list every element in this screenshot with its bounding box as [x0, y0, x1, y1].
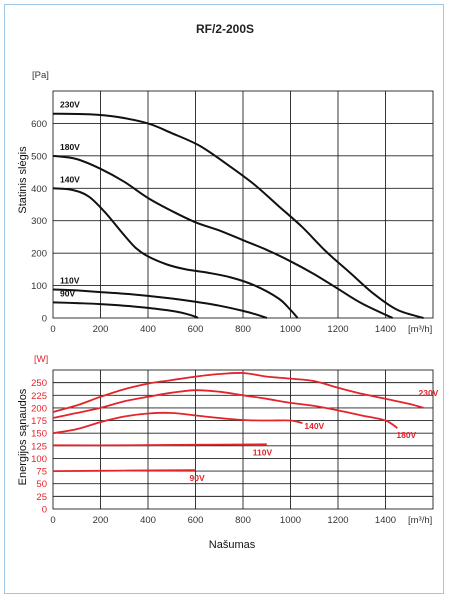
y-tick-label: 50	[36, 479, 47, 490]
chart-title: RF/2-200S	[196, 22, 254, 36]
y-tick-label: 225	[31, 391, 47, 402]
series-line-180v	[52, 389, 398, 429]
series-line-230v	[52, 372, 424, 413]
series-label-90v: 90V	[190, 473, 205, 483]
series-line-90v	[52, 469, 196, 472]
x-tick-label: 600	[188, 515, 204, 526]
y-tick-label: 400	[31, 184, 47, 195]
series-label-180v: 180V	[60, 142, 80, 152]
bottom-x-axis-title: Našumas	[209, 539, 256, 551]
x-tick-label: 1000	[280, 324, 301, 335]
bottom-y-unit: [W]	[34, 354, 48, 365]
x-tick-label: 1400	[375, 515, 396, 526]
top-x-unit: [m³/h]	[408, 324, 432, 335]
y-tick-label: 600	[31, 119, 47, 130]
series-label-110v: 110V	[60, 275, 80, 285]
series-label-230v: 230V	[419, 388, 439, 398]
y-tick-label: 25	[36, 492, 47, 503]
pressure-chart: 0 200 400 600 800 1000 1200 1400 0 100 200 300 400 50…	[31, 90, 434, 335]
series-label-180v: 180V	[396, 430, 416, 440]
x-tick-label: 200	[93, 515, 109, 526]
bottom-y-axis-title: Energijos sąnaudos	[17, 388, 29, 485]
series-label-140v: 140V	[304, 421, 324, 431]
x-tick-label: 600	[188, 324, 204, 335]
x-tick-label: 400	[140, 515, 156, 526]
x-tick-label: 1200	[327, 324, 348, 335]
y-tick-label: 100	[31, 454, 47, 465]
series-line-140v	[52, 411, 303, 435]
top-y-axis-title: Statinis slėgis	[17, 146, 29, 214]
series-line-180v	[52, 154, 394, 319]
x-tick-label: 1200	[327, 515, 348, 526]
y-tick-label: 300	[31, 216, 47, 227]
bottom-x-unit: [m³/h]	[408, 515, 432, 526]
series-label-140v: 140V	[60, 174, 80, 184]
x-tick-label: 200	[93, 324, 109, 335]
y-tick-label: 0	[42, 505, 47, 516]
y-tick-label: 175	[31, 416, 47, 427]
y-tick-label: 75	[36, 467, 47, 478]
series-line-110v	[52, 288, 268, 319]
y-tick-label: 100	[31, 281, 47, 292]
y-tick-label: 150	[31, 429, 47, 440]
series-line-140v	[52, 187, 299, 319]
series-label-110v: 110V	[253, 447, 273, 457]
x-tick-label: 800	[235, 324, 251, 335]
x-tick-label: 1000	[280, 515, 301, 526]
y-tick-label: 250	[31, 378, 47, 389]
x-tick-label: 0	[50, 515, 55, 526]
x-tick-label: 800	[235, 515, 251, 526]
chart-frame	[4, 4, 444, 594]
y-tick-label: 125	[31, 441, 47, 452]
x-tick-label: 1400	[375, 324, 396, 335]
series-line-90v	[52, 301, 199, 319]
y-tick-label: 200	[31, 249, 47, 260]
y-tick-label: 0	[42, 314, 47, 325]
top-y-unit: [Pa]	[32, 70, 49, 81]
series-line-230v	[52, 112, 424, 319]
series-label-90v: 90V	[60, 288, 75, 298]
series-line-110v	[52, 443, 267, 447]
series-label-230v: 230V	[60, 100, 80, 110]
y-tick-label: 500	[31, 151, 47, 162]
x-tick-label: 0	[50, 324, 55, 335]
x-tick-label: 400	[140, 324, 156, 335]
y-tick-label: 200	[31, 403, 47, 414]
